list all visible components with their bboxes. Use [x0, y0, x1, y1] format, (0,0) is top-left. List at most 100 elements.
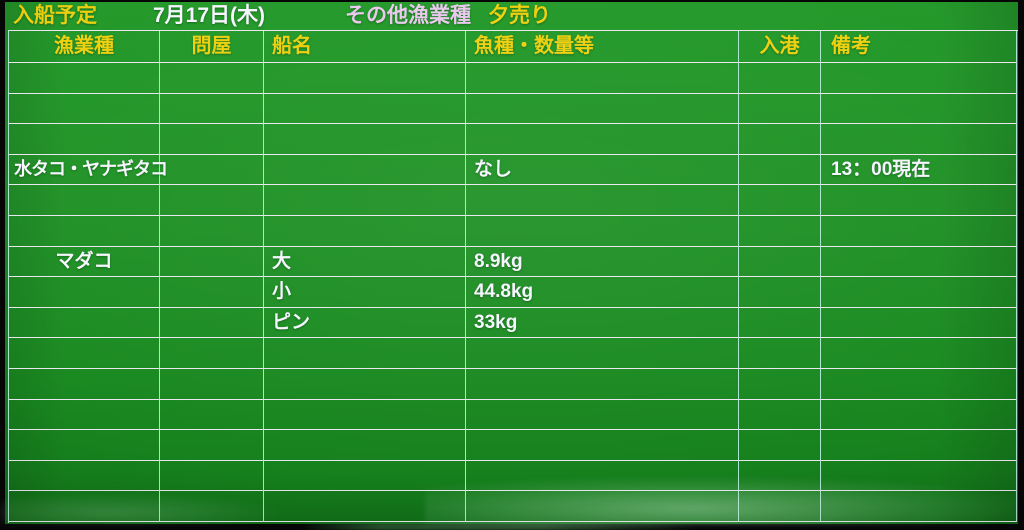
table-cell: 大	[264, 246, 466, 278]
table-cell: 13：00現在	[821, 154, 1017, 186]
table-cell: 44.8kg	[466, 277, 739, 308]
table-cell	[739, 154, 821, 186]
table-cell	[821, 124, 1017, 155]
table-cell	[466, 185, 739, 216]
table-cell	[739, 368, 821, 400]
table-cell: 小	[264, 277, 466, 308]
table-cell	[739, 93, 821, 125]
table-cell	[264, 399, 466, 431]
table-cell	[821, 215, 1017, 247]
table-cell	[160, 399, 264, 431]
table-cell: 33kg	[466, 307, 739, 339]
table-cell	[9, 491, 160, 522]
table-cell	[160, 368, 264, 400]
table-cell: ピン	[264, 307, 466, 339]
table-cell	[739, 185, 821, 216]
table-cell	[739, 399, 821, 431]
table-cell: マダコ	[9, 246, 160, 278]
table-cell	[9, 185, 160, 216]
table-cell	[160, 338, 264, 369]
table-cell	[9, 338, 160, 369]
table-cell	[264, 460, 466, 492]
table-cell	[739, 124, 821, 155]
table-cell	[160, 154, 264, 186]
table-cell	[821, 399, 1017, 431]
table-cell	[9, 93, 160, 125]
table-cell	[264, 63, 466, 94]
table-cell	[466, 338, 739, 369]
table-cell	[821, 430, 1017, 461]
table-cell	[160, 491, 264, 522]
table-cell	[160, 277, 264, 308]
table-cell: 8.9kg	[466, 246, 739, 278]
table-cell	[466, 460, 739, 492]
table-cell	[739, 491, 821, 522]
table-cell	[739, 277, 821, 308]
table-cell	[821, 460, 1017, 492]
table-cell	[160, 307, 264, 339]
table-cell	[264, 368, 466, 400]
table-cell	[821, 338, 1017, 369]
table-cell	[466, 491, 739, 522]
table-cell: 水タコ・ヤナギタコ	[9, 154, 168, 186]
table-cell	[821, 491, 1017, 522]
column-header: 備考	[821, 31, 1017, 63]
table-cell	[821, 185, 1017, 216]
table-cell	[9, 460, 160, 492]
table-cell	[9, 307, 160, 339]
table-cell	[739, 246, 821, 278]
schedule-table: 漁業種 問屋 船名 魚種・数量等 入港 備考 水タコ・ヤナギタコ なし 13：00現在 マダコ 大 8…	[8, 30, 1018, 523]
table-cell	[9, 368, 160, 400]
table-cell	[264, 491, 466, 522]
table-cell	[466, 368, 739, 400]
table-cell	[264, 124, 466, 155]
table-cell	[739, 215, 821, 247]
table-cell	[264, 93, 466, 125]
table-cell	[821, 246, 1017, 278]
table-cell	[160, 430, 264, 461]
table-cell	[9, 430, 160, 461]
table-cell	[9, 124, 160, 155]
table-cell	[160, 93, 264, 125]
bezel-reflection	[300, 523, 700, 530]
table-cell	[739, 338, 821, 369]
table-cell	[9, 63, 160, 94]
title-bar: 入船予定 7月17日(木) その他漁業種 夕売り	[5, 2, 1018, 30]
column-header: 魚種・数量等	[466, 31, 739, 63]
table-cell	[160, 246, 264, 278]
column-header: 船名	[264, 31, 466, 63]
table-cell	[466, 93, 739, 125]
board-sale-time: 夕売り	[488, 4, 551, 27]
table-cell	[821, 93, 1017, 125]
table-cell	[466, 63, 739, 94]
column-header: 入港	[739, 31, 821, 63]
table-cell	[821, 307, 1017, 339]
table-cell	[160, 215, 264, 247]
table-cell	[466, 215, 739, 247]
table-cell	[821, 277, 1017, 308]
table-cell	[160, 460, 264, 492]
table-cell	[739, 307, 821, 339]
table-cell	[264, 185, 466, 216]
table-cell	[264, 338, 466, 369]
table-cell	[160, 63, 264, 94]
table-cell	[739, 63, 821, 94]
table-cell: なし	[466, 154, 739, 186]
table-cell	[9, 399, 160, 431]
table-cell	[9, 215, 160, 247]
table-cell	[160, 124, 264, 155]
column-header: 問屋	[160, 31, 264, 63]
table-cell	[9, 277, 160, 308]
table-cell	[160, 185, 264, 216]
board-date: 7月17日(木)	[153, 4, 266, 27]
table-cell	[821, 63, 1017, 94]
table-cell	[739, 430, 821, 461]
table-cell	[466, 399, 739, 431]
table-cell	[264, 215, 466, 247]
table-cell	[264, 430, 466, 461]
table-cell	[466, 124, 739, 155]
board-title: 入船予定	[13, 4, 97, 27]
table-cell	[821, 368, 1017, 400]
